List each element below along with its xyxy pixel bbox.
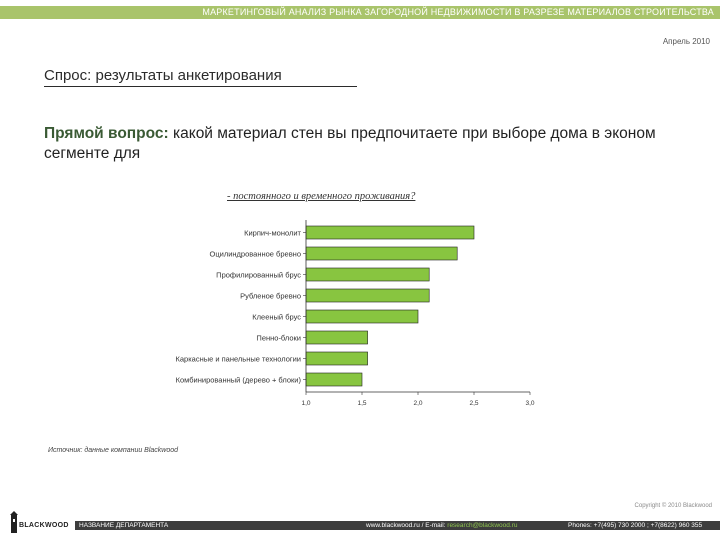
x-tick-label-4: 3,0 (525, 400, 534, 407)
footer-contacts: www.blackwood.ru / E-mail: research@blac… (366, 521, 517, 530)
chart-title: - постоянного и временного проживания? (227, 191, 416, 202)
category-label-7: Комбинированный (дерево + блоки) (176, 376, 302, 385)
x-tick-label-1: 1,5 (357, 400, 366, 407)
bar-3 (305, 288, 430, 303)
category-label-0: Кирпич-монолит (244, 229, 301, 238)
company-logo: BLACKWOOD (8, 510, 68, 534)
header-banner-text: МАРКЕТИНГОВЫЙ АНАЛИЗ РЫНКА ЗАГОРОДНОЙ НЕ… (202, 7, 714, 17)
source-note: Источник: данные компании Blackwood (48, 447, 179, 454)
department-name: НАЗВАНИЕ ДЕПАРТАМЕНТА (79, 522, 169, 529)
category-label-3: Рубленое бревно (240, 292, 301, 301)
bar-0 (305, 225, 475, 240)
category-label-1: Оцилиндрованное бревно (210, 250, 301, 259)
category-label-4: Клееный брус (252, 313, 301, 322)
tower-icon (10, 511, 18, 533)
footer-bar: НАЗВАНИЕ ДЕПАРТАМЕНТА www.blackwood.ru /… (75, 521, 720, 530)
x-tick-label-2: 2,0 (413, 400, 422, 407)
section-title: Спрос: результаты анкетирования (44, 67, 357, 87)
question-text: Прямой вопрос: какой материал стен вы пр… (44, 124, 664, 164)
logo-text: BLACKWOOD (19, 522, 69, 529)
section-title-text: Спрос: результаты анкетирования (44, 67, 282, 84)
bar-4 (305, 309, 419, 324)
question-lead: Прямой вопрос: (44, 125, 169, 142)
email-link[interactable]: research@blackwood.ru (447, 522, 518, 529)
header-banner: МАРКЕТИНГОВЫЙ АНАЛИЗ РЫНКА ЗАГОРОДНОЙ НЕ… (0, 6, 720, 19)
phone-numbers: Phones: +7(495) 730 2000 ; +7(8622) 960 … (568, 522, 703, 529)
x-tick-label-0: 1,0 (301, 400, 310, 407)
question-body: какой материал стен вы предпочитаете при… (44, 125, 656, 162)
report-date: Апрель 2010 (662, 37, 710, 46)
copyright: Copyright © 2010 Blackwood (634, 503, 712, 509)
website-link[interactable]: www.blackwood.ru / E-mail: (366, 522, 448, 529)
x-tick-label-3: 2,5 (469, 400, 478, 407)
category-label-5: Пенно-блоки (256, 334, 301, 343)
bar-1 (305, 246, 458, 261)
bar-6 (305, 351, 368, 366)
section-title-underline (44, 86, 357, 87)
category-label-6: Каркасные и панельные технологии (175, 355, 301, 364)
category-label-2: Профилированный брус (216, 271, 301, 280)
bar-7 (305, 372, 363, 387)
bar-5 (305, 330, 368, 345)
bar-2 (305, 267, 430, 282)
